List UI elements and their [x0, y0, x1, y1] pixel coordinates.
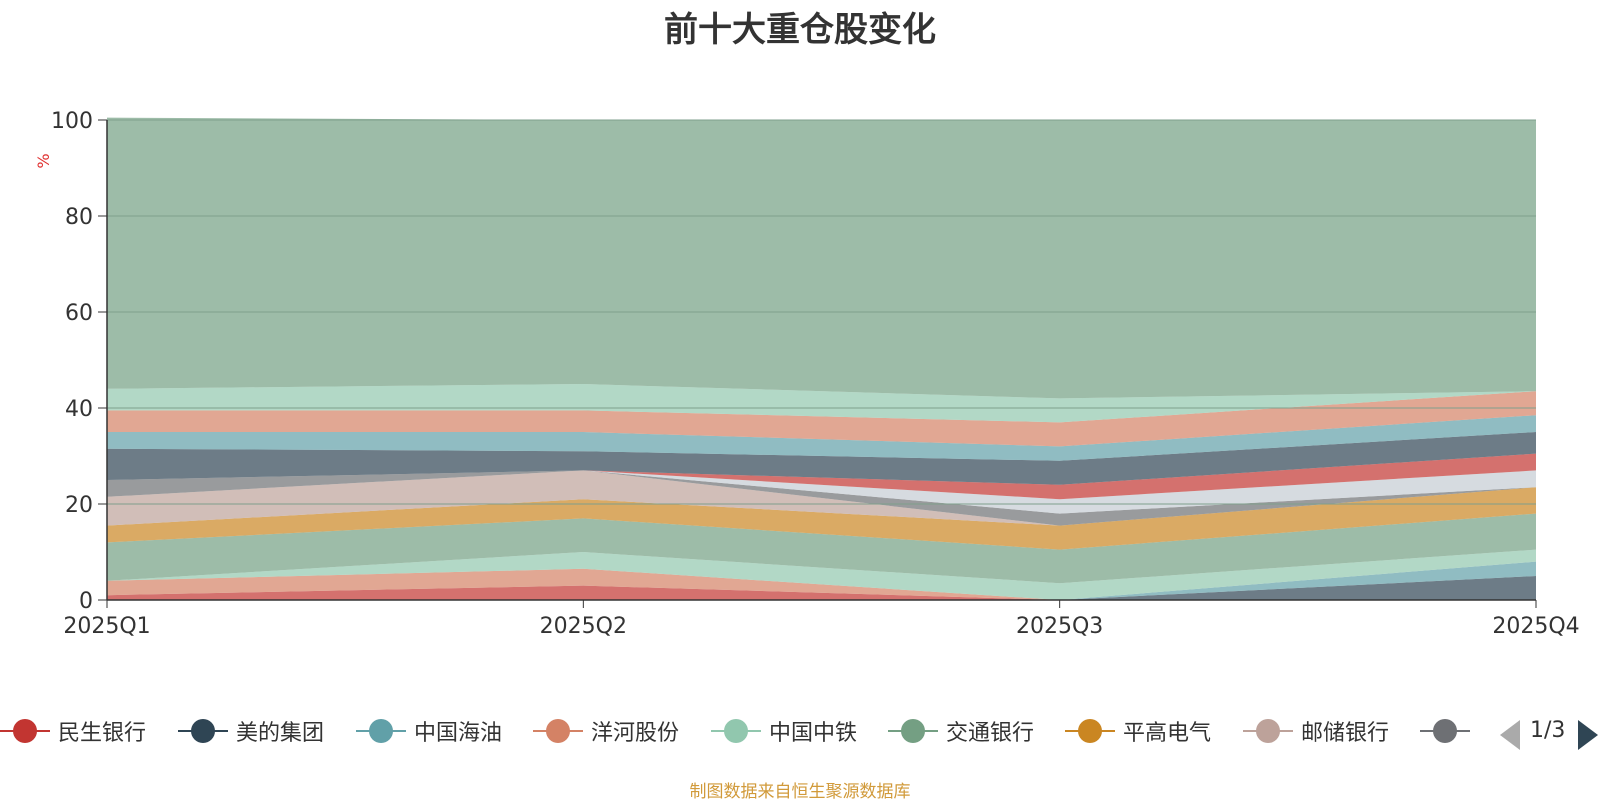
area-series-14[interactable] — [107, 384, 1536, 423]
legend-label: 民生银行 — [58, 721, 147, 746]
area-series-5[interactable] — [107, 513, 1536, 584]
area-series-7[interactable] — [107, 470, 1536, 526]
y-tick-label-80: 80 — [65, 205, 93, 230]
area-series-12[interactable] — [107, 415, 1536, 461]
area-series-15[interactable] — [107, 117, 1536, 399]
area-series-13[interactable] — [107, 391, 1536, 447]
x-tick-label-2: 2025Q3 — [1016, 614, 1103, 639]
source-footer: 制图数据来自恒生聚源数据库 — [689, 782, 911, 802]
area-series-6[interactable] — [107, 487, 1536, 550]
area-series-1[interactable] — [107, 576, 1536, 600]
y-tick-label-0: 0 — [79, 589, 93, 614]
y-tick-label-40: 40 — [65, 397, 93, 422]
legend-item-1[interactable]: 美的集团 — [178, 713, 324, 749]
x-tick-label-0: 2025Q1 — [63, 614, 150, 639]
y-tick-label-100: 100 — [51, 109, 93, 134]
legend-item-2[interactable]: 中国海油 — [356, 713, 502, 749]
legend-label: 中国海油 — [414, 721, 503, 746]
area-series-9[interactable] — [107, 470, 1536, 514]
legend-marker-icon — [533, 713, 583, 749]
y-axis-label: % — [34, 153, 53, 168]
legend-label: 邮储银行 — [1301, 721, 1390, 746]
area-series-11[interactable] — [107, 432, 1536, 485]
axis-layer: 0 20 40 60 80 100 2025Q1 2025Q2 2025Q3 2025Q4 — [51, 109, 1580, 639]
y-tick-label-60: 60 — [65, 301, 93, 326]
y-tick-label-20: 20 — [65, 493, 93, 518]
legend: 民生银行 美的集团 中国海油 洋河股份 中国中铁 交通银行 平高电气 邮储银行 中国中车 — [0, 713, 1470, 749]
legend-marker-icon — [711, 713, 761, 749]
legend-label: 交通银行 — [946, 721, 1035, 746]
legend-item-8[interactable]: 中国中车 — [1420, 713, 1470, 749]
area-series-10[interactable] — [107, 453, 1536, 500]
area-series-4[interactable] — [107, 549, 1536, 600]
grid-layer — [107, 119, 1536, 505]
legend-label: 洋河股份 — [591, 721, 680, 746]
x-tick-label-1: 2025Q2 — [540, 614, 627, 639]
legend-item-3[interactable]: 洋河股份 — [533, 713, 679, 749]
legend-item-7[interactable]: 邮储银行 — [1243, 713, 1389, 749]
legend-marker-icon — [1065, 713, 1115, 749]
area-series-8[interactable] — [107, 470, 1536, 526]
legend-page-indicator: 1/3 — [1530, 718, 1566, 743]
chart-title: 前十大重仓股变化 — [664, 10, 936, 50]
area-series-3[interactable] — [107, 561, 1536, 600]
legend-prev-icon[interactable] — [1500, 720, 1520, 750]
legend-marker-icon — [888, 713, 938, 749]
legend-marker-icon — [178, 713, 228, 749]
legend-label: 中国中铁 — [769, 721, 858, 746]
legend-item-6[interactable]: 平高电气 — [1065, 713, 1211, 749]
legend-item-5[interactable]: 交通银行 — [888, 713, 1034, 749]
legend-item-0[interactable]: 民生银行 — [0, 713, 146, 749]
legend-marker-icon — [1243, 713, 1293, 749]
areas-layer — [107, 117, 1536, 600]
legend-marker-icon — [0, 713, 50, 749]
legend-label: 美的集团 — [236, 721, 325, 746]
legend-next-icon[interactable] — [1578, 720, 1598, 750]
legend-marker-icon — [356, 713, 406, 749]
legend-pager: 1/3 — [1500, 716, 1600, 750]
legend-marker-icon — [1420, 713, 1470, 749]
legend-label: 平高电气 — [1123, 721, 1212, 746]
x-tick-label-3: 2025Q4 — [1492, 614, 1579, 639]
legend-item-4[interactable]: 中国中铁 — [711, 713, 857, 749]
area-series-0[interactable] — [107, 585, 1536, 600]
